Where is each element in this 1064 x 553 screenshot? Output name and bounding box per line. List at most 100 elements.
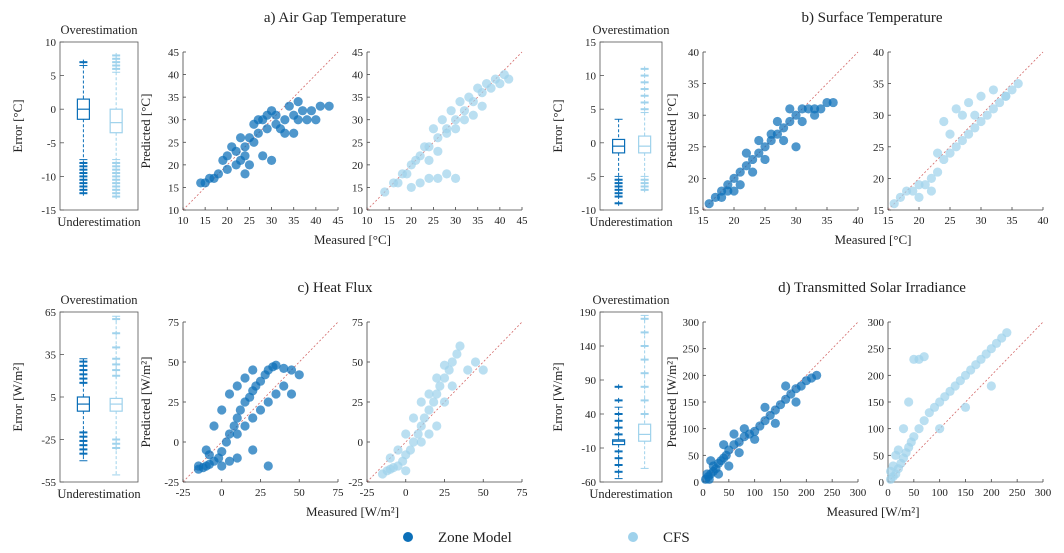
xtick-label: 10 [362, 215, 374, 227]
data-point [249, 137, 259, 147]
data-point [455, 341, 465, 351]
data-point [240, 169, 250, 179]
data-point [411, 155, 421, 165]
xtick-label: 0 [219, 487, 225, 499]
data-point [791, 397, 801, 407]
legend-zone-label: Zone Model [438, 530, 512, 546]
boxplot-panel-a: 10 5 0 -5 -10 -15 Overestimation Underestimatio… [10, 23, 141, 229]
boxplot-panel-b: 15 10 5 0 -5 -10 Overestimation Underestimation… [550, 23, 673, 229]
data-point [286, 389, 297, 399]
panel-title: d) Transmitted Solar Irradiance [778, 280, 966, 296]
data-point [960, 402, 971, 412]
panel-title: a) Air Gap Temperature [264, 10, 407, 26]
data-point [459, 115, 470, 125]
data-point [271, 389, 281, 399]
xtick-label: 20 [406, 215, 418, 227]
data-point [302, 115, 312, 125]
ytick-label: 25 [352, 137, 364, 149]
scatter-cfs-c: -25-25 0 0 25 25 50 50 75 75 [348, 317, 528, 499]
boxplot-panel-c: 65 35 5 -25 -55 Overestimation Underestimation… [10, 293, 141, 501]
scatter-xlabel: Measured [°C] [834, 232, 911, 247]
ytick-label: 15 [168, 182, 180, 194]
xtick-label: 250 [1009, 487, 1026, 499]
data-point [284, 101, 294, 111]
box-ylabel: Error [°C] [550, 99, 565, 152]
ytick-label: 20 [688, 173, 700, 185]
data-point [429, 397, 439, 407]
data-point [463, 365, 473, 375]
box-ytick-label: 15 [585, 37, 597, 49]
data-point [478, 365, 488, 375]
data-point [416, 437, 426, 447]
ytick-label: 150 [868, 397, 885, 409]
xtick-label: 20 [729, 215, 741, 227]
box-ylabel: Error [W/m²] [10, 362, 25, 431]
data-point [263, 461, 273, 471]
data-point [424, 173, 434, 183]
data-point [729, 173, 739, 183]
data-point [734, 448, 744, 458]
scatter-ylabel: Predicted [W/m²] [138, 357, 153, 448]
data-point [401, 429, 411, 439]
scatter-ylabel: Predicted [W/m²] [664, 357, 679, 448]
data-point [424, 405, 434, 415]
data-point [217, 447, 227, 457]
data-point [416, 421, 426, 431]
data-point [232, 381, 242, 391]
data-point [988, 85, 999, 95]
data-point [970, 110, 980, 120]
xtick-label: 30 [450, 215, 462, 227]
box-ytick-label: -10 [41, 171, 56, 183]
xtick-label: 25 [945, 215, 957, 227]
ytick-label: 30 [352, 115, 364, 127]
overestimation-caption: Overestimation [60, 23, 138, 37]
xtick-label: 20 [222, 215, 234, 227]
data-point [435, 381, 445, 391]
data-point [982, 110, 992, 120]
xtick-label: 100 [931, 487, 948, 499]
data-point [405, 445, 415, 455]
data-point [235, 133, 246, 143]
ytick-label: 300 [868, 317, 885, 329]
data-point [455, 97, 465, 107]
data-point [760, 154, 770, 165]
legend-cfs-marker [628, 532, 638, 542]
data-point [232, 429, 242, 439]
data-point [413, 429, 423, 439]
data-point [754, 148, 764, 158]
ytick-label: 25 [168, 397, 180, 409]
underestimation-caption: Underestimation [57, 215, 141, 229]
data-point [279, 363, 289, 373]
data-point [760, 142, 770, 152]
data-point [779, 123, 789, 133]
data-point [1013, 79, 1023, 89]
data-point [919, 416, 929, 426]
data-point [248, 413, 258, 423]
data-point [406, 182, 416, 193]
xtick-label: -25 [176, 487, 191, 499]
data-point [704, 199, 714, 209]
box-ytick-label: -15 [41, 205, 56, 217]
data-point [240, 421, 250, 431]
legend: Zone Model CFS [403, 530, 690, 546]
data-point [424, 389, 434, 399]
data-point [898, 424, 909, 434]
data-point [293, 115, 303, 125]
data-point [224, 389, 235, 399]
data-point [393, 445, 403, 455]
box-ytick-label: 0 [51, 104, 57, 116]
data-point [217, 461, 227, 471]
data-point [499, 69, 509, 80]
data-point [280, 115, 290, 125]
data-point [468, 110, 478, 120]
data-point [289, 128, 299, 138]
data-point [393, 178, 403, 188]
data-point [235, 155, 246, 165]
ytick-label: 50 [352, 357, 364, 369]
data-point [957, 110, 968, 120]
data-point [919, 352, 929, 362]
data-point [706, 456, 716, 466]
xtick-label: 30 [791, 215, 803, 227]
ytick-label: 300 [683, 317, 700, 329]
